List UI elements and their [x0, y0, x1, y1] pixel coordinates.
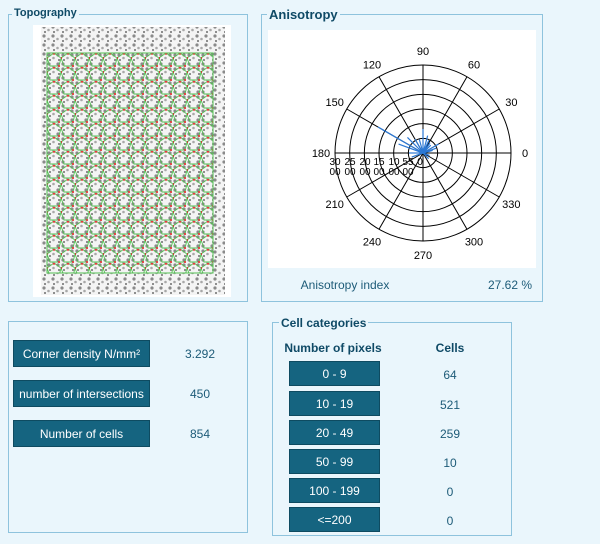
anisotropy-ray: [414, 138, 424, 154]
corner-density-button[interactable]: Corner density N/mm²: [13, 340, 150, 367]
polar-spoke: [422, 76, 468, 154]
polar-angle-label: 240: [363, 236, 381, 248]
polar-radius-label: 00: [373, 167, 385, 178]
polar-radius-label: 55: [402, 157, 414, 168]
anisotropy-ray: [398, 143, 424, 154]
anisotropy-ray: [418, 139, 424, 154]
category-button-200-plus[interactable]: <=200: [289, 507, 380, 532]
category-button-100-199[interactable]: 100 - 199: [289, 478, 380, 503]
topography-texture: [41, 27, 225, 295]
category-button-50-99[interactable]: 50 - 99: [289, 449, 380, 474]
polar-radius-label: 00: [402, 167, 414, 178]
category-cells-20-49: 259: [439, 427, 461, 441]
intersections-button[interactable]: number of intersections: [13, 380, 150, 407]
polar-radius-label: 30: [329, 157, 341, 168]
anisotropy-ray: [411, 152, 424, 158]
category-button-10-19[interactable]: 10 - 19: [289, 391, 380, 416]
cell-categories-panel: [272, 322, 512, 536]
intersections-value: 450: [189, 387, 211, 401]
corner-density-value: 3.292: [184, 347, 216, 361]
category-cells-100-199: 0: [446, 485, 454, 499]
polar-angle-label: 330: [502, 199, 520, 211]
category-cells-10-19: 521: [439, 398, 461, 412]
polar-radius-label: 00: [388, 167, 400, 178]
polar-radius-label: 00: [344, 167, 356, 178]
polar-angle-label: 0: [522, 148, 528, 160]
anisotropy-ray: [422, 149, 433, 154]
polar-spoke: [422, 152, 500, 198]
polar-radius-label: 00: [359, 167, 371, 178]
polar-radius-label: 20: [359, 157, 371, 168]
polar-angle-label: 210: [325, 199, 343, 211]
anisotropy-index-value: 27.62 %: [487, 278, 533, 292]
metrics-panel: [8, 321, 248, 533]
category-cells-50-99: 10: [443, 456, 457, 470]
polar-angle-label: 300: [465, 236, 483, 248]
polar-angle-label: 90: [417, 46, 429, 58]
anisotropy-panel: [261, 14, 543, 302]
polar-spoke: [422, 152, 468, 230]
number-of-cells-button[interactable]: Number of cells: [13, 420, 150, 447]
anisotropy-ray: [407, 137, 424, 154]
anisotropy-index-label: Anisotropy index: [300, 278, 390, 292]
number-of-cells-value: 854: [189, 427, 211, 441]
polar-chart-area: 90 120 150 180 210 240 270 300 330 0 30 60 30 00 25 00 2…: [268, 30, 536, 268]
polar-angle-label: 180: [312, 148, 330, 160]
polar-radius-label: 10: [388, 157, 400, 168]
polar-angle-label: 150: [325, 97, 343, 109]
polar-radius-label: 25: [344, 157, 356, 168]
cells-column-header: Cells: [435, 341, 465, 355]
topography-title: Topography: [12, 7, 79, 19]
topography-image: [33, 25, 231, 297]
category-button-20-49[interactable]: 20 - 49: [289, 420, 380, 445]
category-button-0-9[interactable]: 0 - 9: [289, 361, 380, 386]
cell-categories-title: Cell categories: [279, 316, 369, 330]
polar-radius-label: 15: [373, 157, 385, 168]
polar-spoke: [346, 152, 424, 198]
polar-angle-label: 270: [414, 250, 432, 262]
polar-spoke: [378, 152, 424, 230]
anisotropy-ray: [377, 126, 424, 154]
category-cells-0-9: 64: [443, 368, 457, 382]
anisotropy-title: Anisotropy: [267, 7, 340, 22]
polar-angle-label: 60: [468, 60, 480, 72]
polar-angle-label: 30: [505, 97, 517, 109]
polar-radius-label: 0: [417, 157, 423, 168]
anisotropy-ray: [422, 152, 430, 156]
polar-radius-label: 00: [329, 167, 341, 178]
category-cells-200-plus: 0: [446, 514, 454, 528]
polar-chart: 9012015018021024027030033003060300025002…: [312, 46, 528, 262]
pixels-column-header: Number of pixels: [284, 341, 382, 355]
topography-panel: [8, 14, 248, 302]
polar-angle-label: 120: [363, 60, 381, 72]
